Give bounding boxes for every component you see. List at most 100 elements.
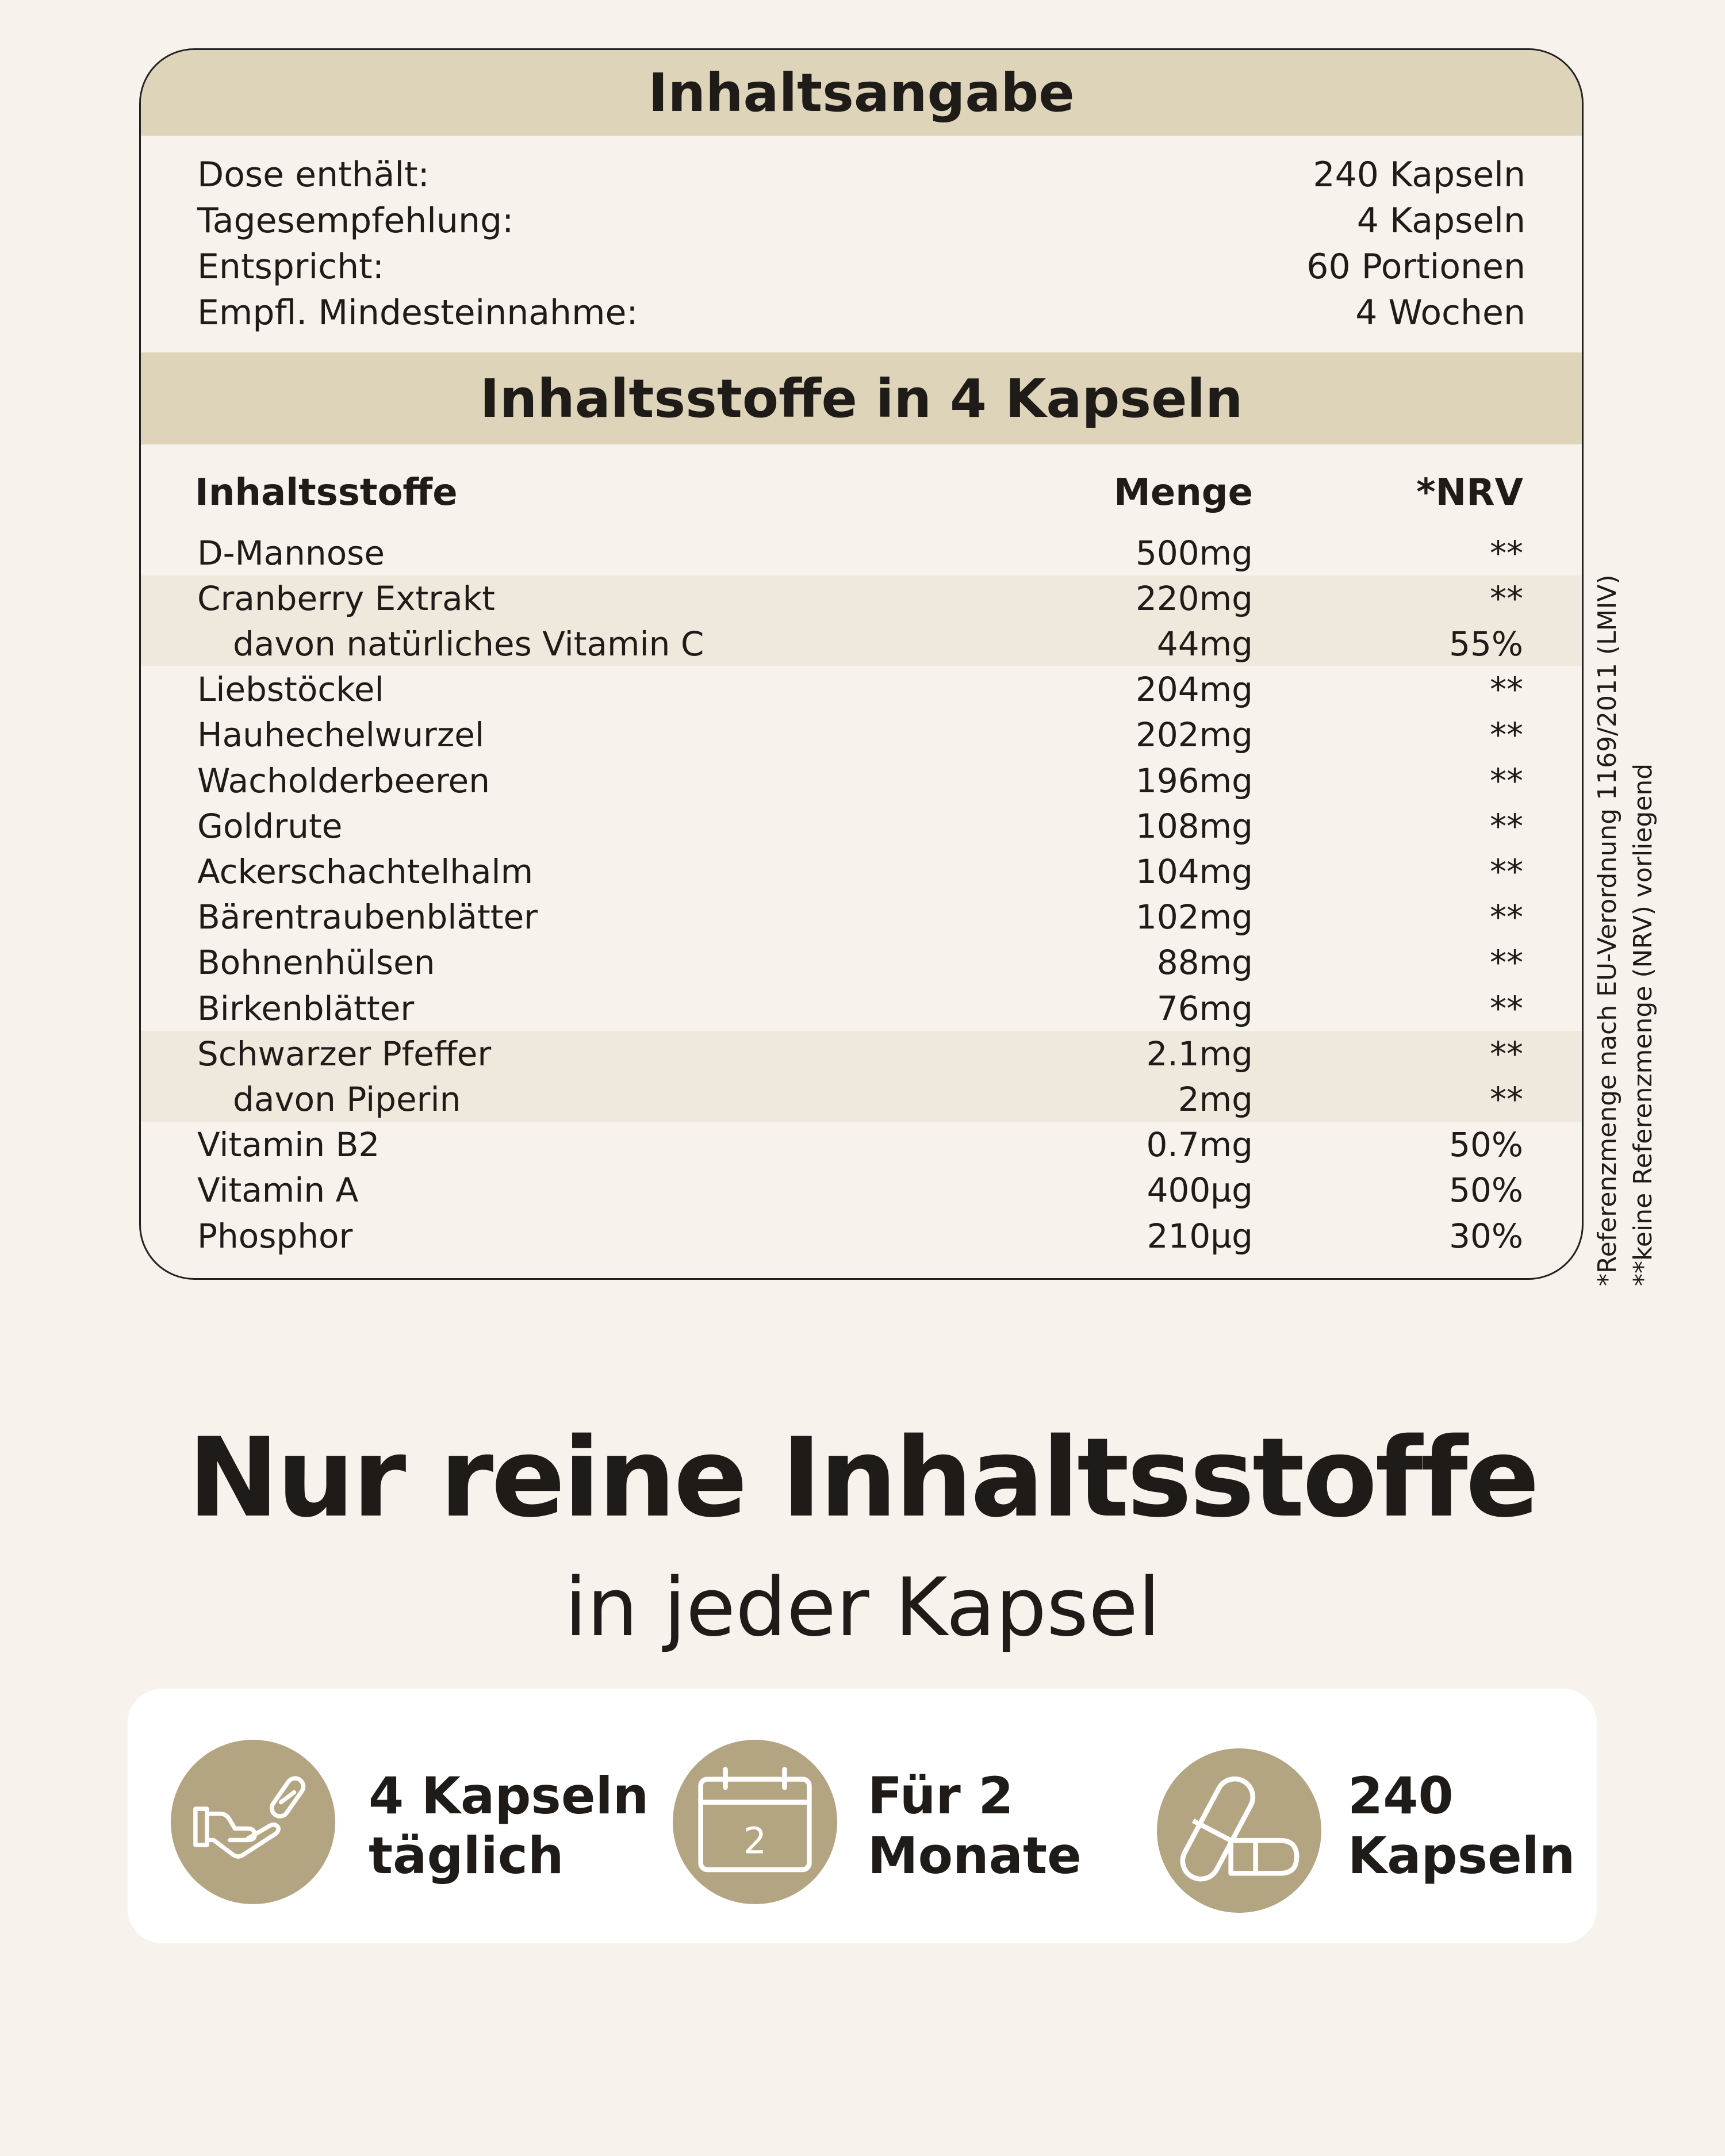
summary-value: 240 Kapseln [1313, 155, 1525, 195]
ingredient-name: Phosphor [197, 1216, 353, 1256]
calendar-icon: 2 [673, 1740, 837, 1904]
ingredient-row: Cranberry Extrakt 220mg ** [141, 576, 1582, 622]
feature-line: Kapseln [1348, 1826, 1575, 1885]
capsules-icon [1157, 1748, 1321, 1913]
ingredient-nrv: ** [1490, 578, 1523, 618]
ingredient-name: Vitamin B2 [197, 1125, 380, 1165]
header-amount: Menge [1114, 471, 1253, 514]
summary-value: 4 Wochen [1355, 293, 1525, 333]
feature-daily: 4 Kapseln täglich [369, 1766, 649, 1886]
ingredient-nrv: 50% [1449, 1171, 1523, 1210]
ingredient-row: Phosphor 210µg 30% [141, 1213, 1582, 1259]
ingredient-row: Bohnenhülsen 88mg ** [141, 940, 1582, 985]
ingredient-amount: 88mg [1156, 943, 1253, 983]
ingredient-row: Goldrute 108mg ** [141, 803, 1582, 849]
header-nrv: *NRV [1416, 471, 1523, 514]
ingredient-row: Liebstöckel 204mg ** [141, 667, 1582, 712]
ingredient-name: Bohnenhülsen [197, 943, 435, 983]
summary-row: Entspricht: 60 Portionen [197, 244, 1525, 290]
ingredient-name: D-Mannose [197, 533, 385, 573]
ingredient-nrv: 50% [1449, 1125, 1523, 1165]
ingredient-name: Vitamin A [197, 1171, 359, 1210]
ingredient-amount: 202mg [1135, 715, 1253, 755]
ingredient-nrv: ** [1490, 1079, 1523, 1119]
ingredient-amount: 400µg [1147, 1171, 1253, 1210]
ingredient-name: Ackerschachtelhalm [197, 851, 534, 891]
summary-value: 60 Portionen [1306, 247, 1525, 287]
ingredient-amount: 220mg [1135, 578, 1253, 618]
ingredient-amount: 210µg [1147, 1216, 1253, 1256]
ingredient-row: Bärentraubenblätter 102mg ** [141, 895, 1582, 940]
footnote-no-nrv: **keine Referenzmenge (NRV) vorliegend [1628, 763, 1658, 1286]
ingredient-row: Vitamin B2 0.7mg 50% [141, 1122, 1582, 1168]
summary-row: Tagesempfehlung: 4 Kapseln [197, 198, 1525, 244]
ingredient-name: Cranberry Extrakt [197, 578, 496, 618]
summary-label: Entspricht: [197, 247, 384, 287]
ingredient-name: Liebstöckel [197, 670, 384, 709]
ingredient-amount: 2mg [1178, 1079, 1253, 1119]
ingredient-nrv: ** [1490, 715, 1523, 755]
ingredient-name: Wacholderbeeren [197, 761, 490, 800]
summary-row: Empfl. Mindesteinnahme: 4 Wochen [197, 290, 1525, 336]
feature-count: 240 Kapseln [1348, 1766, 1575, 1886]
ingredients-title: Inhaltsstoffe in 4 Kapseln [141, 352, 1582, 444]
ingredient-amount: 204mg [1135, 670, 1253, 709]
ingredient-amount: 102mg [1135, 897, 1253, 937]
ingredient-row: Wacholderbeeren 196mg ** [141, 758, 1582, 803]
ingredient-name: Hauhechelwurzel [197, 715, 485, 755]
ingredient-amount: 108mg [1135, 806, 1253, 846]
feature-line: 240 [1348, 1766, 1454, 1825]
ingredient-name: Goldrute [197, 806, 343, 846]
summary-label: Tagesempfehlung: [197, 201, 514, 241]
ingredient-amount: 500mg [1135, 533, 1253, 573]
ingredient-name: Birkenblätter [197, 988, 415, 1028]
ingredient-row: D-Mannose 500mg ** [141, 530, 1582, 576]
summary-label: Empfl. Mindesteinnahme: [197, 293, 638, 333]
feature-line: Monate [868, 1826, 1082, 1885]
ingredient-row: Hauhechelwurzel 202mg ** [141, 712, 1582, 758]
promo-headline: Nur reine Inhaltsstoffe [187, 1414, 1539, 1541]
ingredient-nrv: 55% [1449, 624, 1523, 663]
ingredient-row: davon natürliches Vitamin C 44mg 55% [141, 621, 1582, 667]
ingredient-name: Bärentraubenblätter [197, 897, 538, 937]
ingredient-nrv: ** [1490, 806, 1523, 846]
feature-duration: Für 2 Monate [868, 1766, 1082, 1886]
features-panel: 4 Kapseln täglich 2 Für 2 Monate 240 Kap… [128, 1689, 1597, 1943]
ingredient-nrv: ** [1490, 851, 1523, 891]
hand-capsule-icon [171, 1740, 335, 1904]
ingredient-amount: 44mg [1156, 624, 1253, 663]
ingredient-amount: 196mg [1135, 761, 1253, 800]
ingredient-nrv: ** [1490, 1034, 1523, 1073]
feature-line: 4 Kapseln [369, 1766, 649, 1825]
ingredient-nrv: 30% [1449, 1216, 1523, 1256]
feature-line: Für 2 [868, 1766, 1014, 1825]
ingredient-amount: 104mg [1135, 851, 1253, 891]
ingredient-row: Schwarzer Pfeffer 2.1mg ** [141, 1031, 1582, 1077]
ingredient-row: davon Piperin 2mg ** [141, 1076, 1582, 1122]
summary-value: 4 Kapseln [1356, 201, 1525, 241]
summary-label: Dose enthält: [197, 155, 430, 195]
ingredient-nrv: ** [1490, 670, 1523, 709]
summary-row: Dose enthält: 240 Kapseln [197, 152, 1525, 198]
ingredients-header: Inhaltsstoffe Menge *NRV [141, 467, 1582, 519]
ingredient-name: Schwarzer Pfeffer [197, 1034, 492, 1073]
ingredient-nrv: ** [1490, 897, 1523, 937]
header-name: Inhaltsstoffe [195, 471, 458, 514]
ingredient-row: Vitamin A 400µg 50% [141, 1168, 1582, 1213]
ingredient-amount: 0.7mg [1146, 1125, 1253, 1165]
ingredient-nrv: ** [1490, 533, 1523, 573]
ingredient-name: davon natürliches Vitamin C [233, 624, 704, 663]
ingredient-row: Ackerschachtelhalm 104mg ** [141, 849, 1582, 894]
ingredient-nrv: ** [1490, 761, 1523, 800]
calendar-number: 2 [743, 1820, 766, 1862]
promo-subheadline: in jeder Kapsel [564, 1561, 1161, 1655]
ingredient-amount: 76mg [1156, 988, 1253, 1028]
ingredient-amount: 2.1mg [1146, 1034, 1253, 1073]
summary-title: Inhaltsangabe [141, 50, 1582, 136]
feature-line: täglich [369, 1826, 564, 1885]
ingredient-row: Birkenblätter 76mg ** [141, 985, 1582, 1031]
ingredient-nrv: ** [1490, 988, 1523, 1028]
ingredient-nrv: ** [1490, 943, 1523, 983]
nutrition-card: Inhaltsangabe Dose enthält: 240 Kapseln T… [139, 48, 1584, 1280]
footnote-nrv: *Referenzmenge nach EU-Verordnung 1169/2… [1593, 574, 1622, 1286]
